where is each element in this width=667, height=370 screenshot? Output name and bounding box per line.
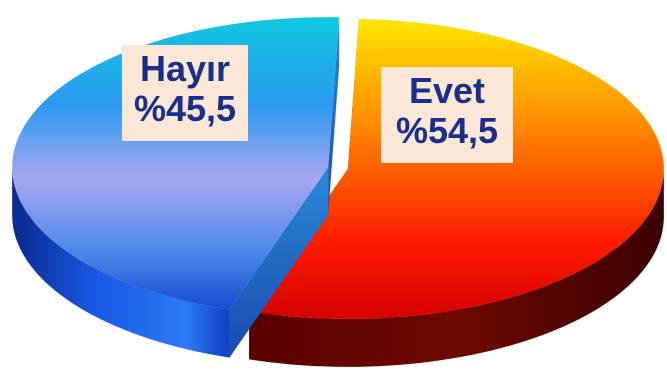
pie-slice-evet-top <box>249 18 664 319</box>
slice-label-hayir: Hayır %45,5 <box>122 45 248 141</box>
pie-slice-hayir-cut-face-2 <box>328 17 340 216</box>
slice-label-evet: Evet %54,5 <box>381 67 513 163</box>
pie-slice-hayir <box>12 17 340 358</box>
pie-slice-hayir-top <box>12 17 340 310</box>
pie-slice-evet-side-wall <box>249 168 664 367</box>
pie-slice-hayir-cut-face-1 <box>229 167 329 358</box>
pie-slice-hayir-side-wall <box>12 167 230 358</box>
